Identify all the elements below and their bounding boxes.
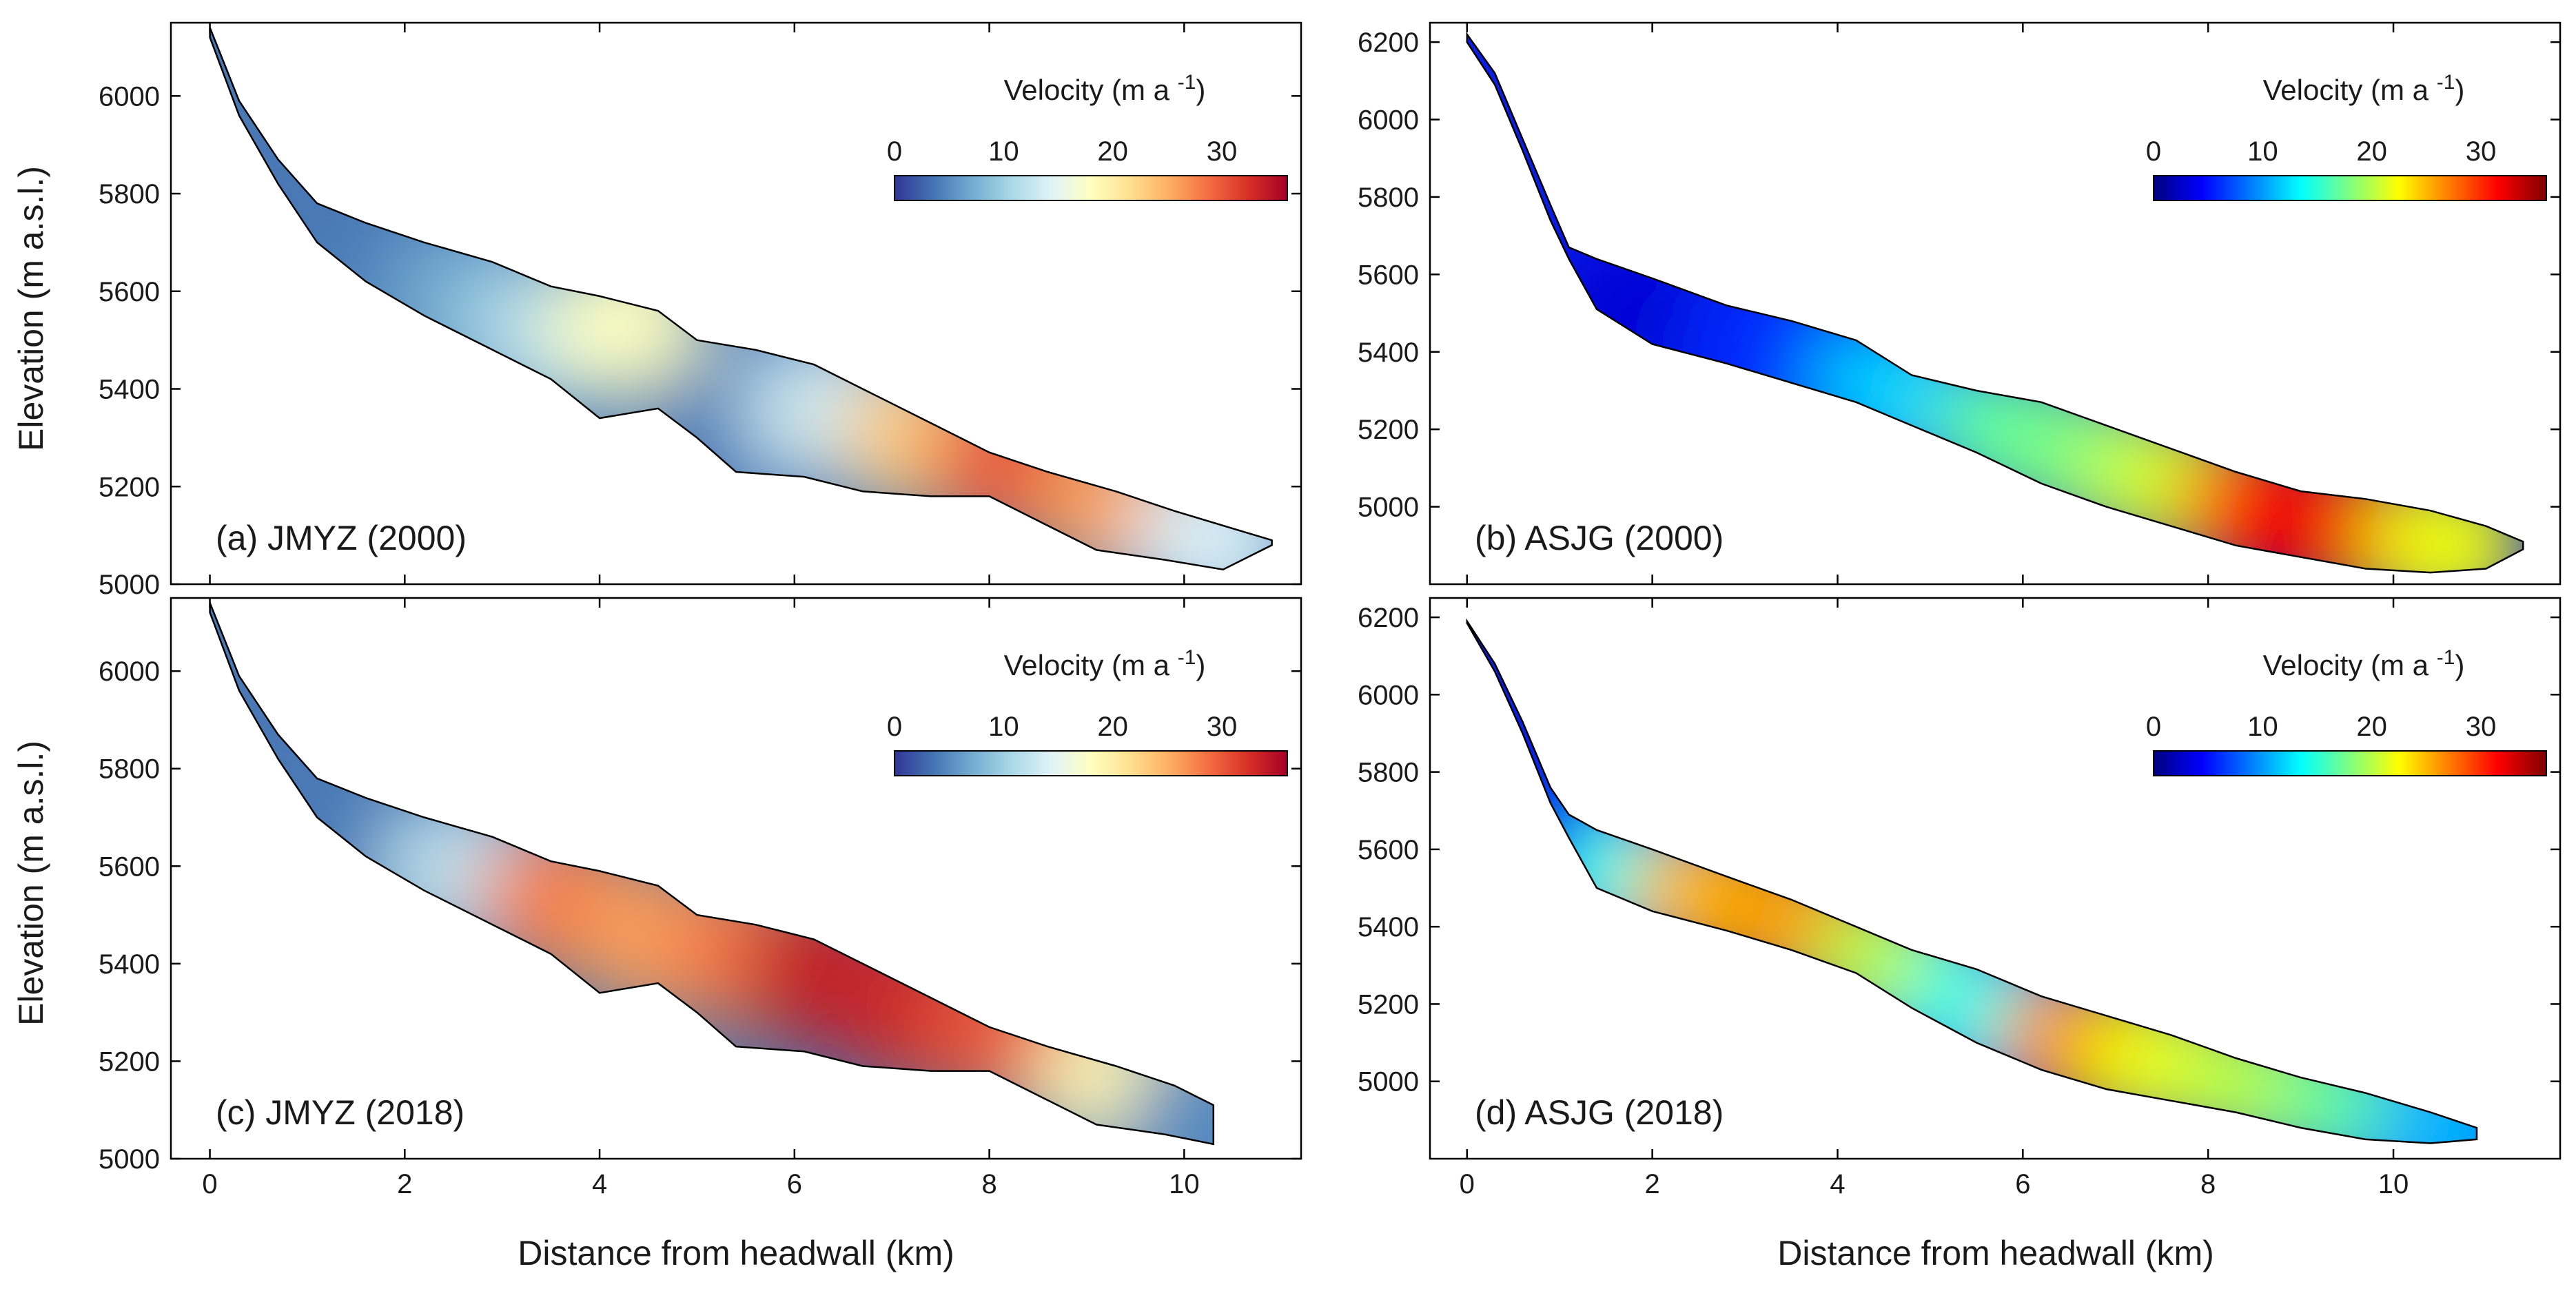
colorbar-tick-label-c: 20 xyxy=(1097,712,1128,742)
x-tick-label-c: 10 xyxy=(1169,1169,1200,1199)
y-tick-label-c: 6000 xyxy=(99,657,160,687)
y-tick-label-b: 5200 xyxy=(1358,415,1419,445)
x-tick-label-c: 0 xyxy=(202,1169,217,1199)
panel-a: 5000 5200 5400 5600 5800 6000 (a) JMYZ (2000) 0… xyxy=(99,21,1302,600)
colorbar-tick-label-b: 10 xyxy=(2247,136,2278,167)
x-tick-label-d: 2 xyxy=(1644,1169,1659,1199)
plot-area-d xyxy=(1429,597,2562,1160)
colorbar-tick-label-c: 0 xyxy=(887,712,902,742)
colorbar-tick-label-d: 0 xyxy=(2146,712,2161,742)
y-tick-label-d: 5400 xyxy=(1358,912,1419,942)
x-axis-label-left: Distance from headwall (km) xyxy=(518,1234,954,1272)
colorbar-tick-label-a: 30 xyxy=(1207,136,1238,167)
colorbar-label-b: Velocity (m a -1) xyxy=(2263,71,2465,106)
panel-title-a: (a) JMYZ (2000) xyxy=(216,519,467,557)
y-tick-label-c: 5400 xyxy=(99,949,160,980)
colorbar-tick-label-a: 10 xyxy=(988,136,1019,167)
colorbar-tick-label-d: 20 xyxy=(2356,712,2387,742)
x-tick-label-d: 6 xyxy=(2015,1169,2030,1199)
colorbar-tick-label-b: 0 xyxy=(2146,136,2161,167)
colorbar-tick-label-b: 30 xyxy=(2466,136,2497,167)
colorbar-a xyxy=(894,175,1288,201)
y-axis-label-top: Elevation (m a.s.l.) xyxy=(12,166,50,451)
colorbar-b xyxy=(2153,175,2547,201)
y-axis-label-bottom: Elevation (m a.s.l.) xyxy=(12,741,50,1026)
colorbar-tick-label-a: 20 xyxy=(1097,136,1128,167)
colorbar-label-d: Velocity (m a -1) xyxy=(2263,646,2465,681)
y-tick-label-a: 5200 xyxy=(99,472,160,502)
glacier-outline-b xyxy=(1466,32,2524,574)
colorbar-tick-label-c: 30 xyxy=(1207,712,1238,742)
colorbar-c xyxy=(894,750,1288,776)
colorbar-label-a: Velocity (m a -1) xyxy=(1004,71,1206,106)
glacier-outline-d xyxy=(1466,618,2478,1144)
y-tick-label-d: 5000 xyxy=(1358,1067,1419,1097)
x-tick-label-d: 10 xyxy=(2378,1169,2409,1199)
y-tick-label-b: 5400 xyxy=(1358,338,1419,368)
colorbar-tick-label-a: 0 xyxy=(887,136,902,167)
x-tick-label-d: 8 xyxy=(2200,1169,2216,1199)
y-tick-label-c: 5000 xyxy=(99,1144,160,1175)
velocity-hotspot-c-9 xyxy=(1121,1049,1214,1144)
x-tick-label-c: 4 xyxy=(592,1169,607,1199)
panel-c: 0 2 4 6 8 10 5000 5200 5400 5600 5800 6000 (c) JMYZ … xyxy=(99,597,1302,1199)
panel-title-c: (c) JMYZ (2018) xyxy=(216,1093,464,1132)
y-tick-label-b: 6200 xyxy=(1358,28,1419,58)
y-tick-label-a: 5000 xyxy=(99,570,160,600)
y-tick-label-d: 5800 xyxy=(1358,758,1419,788)
panel-b: 5000 5200 5400 5600 5800 6000 6200 (b) ASJG (20… xyxy=(1358,21,2562,586)
x-tick-label-d: 4 xyxy=(1830,1169,1845,1199)
x-tick-label-c: 6 xyxy=(787,1169,802,1199)
y-tick-label-a: 5600 xyxy=(99,277,160,307)
colorbar-tick-label-d: 30 xyxy=(2466,712,2497,742)
panel-title-b: (b) ASJG (2000) xyxy=(1475,519,1724,557)
x-tick-label-c: 2 xyxy=(397,1169,412,1199)
x-tick-label-d: 0 xyxy=(1460,1169,1475,1199)
y-tick-label-c: 5200 xyxy=(99,1046,160,1077)
y-tick-label-d: 6200 xyxy=(1358,603,1419,633)
y-tick-label-b: 5000 xyxy=(1358,493,1419,523)
y-tick-label-b: 6000 xyxy=(1358,105,1419,136)
glacier-outline-c xyxy=(209,602,1215,1146)
colorbar-tick-label-b: 20 xyxy=(2356,136,2387,167)
y-tick-label-a: 5800 xyxy=(99,179,160,209)
y-tick-label-c: 5600 xyxy=(99,851,160,882)
glacier-outline-a xyxy=(209,27,1273,570)
x-tick-label-c: 8 xyxy=(981,1169,996,1199)
colorbar-tick-label-c: 10 xyxy=(988,712,1019,742)
colorbar-d xyxy=(2153,750,2547,776)
y-tick-label-d: 6000 xyxy=(1358,680,1419,710)
y-tick-label-a: 5400 xyxy=(99,375,160,405)
colorbar-tick-label-d: 10 xyxy=(2247,712,2278,742)
y-tick-label-a: 6000 xyxy=(99,81,160,112)
y-tick-label-b: 5600 xyxy=(1358,260,1419,290)
y-tick-label-d: 5600 xyxy=(1358,835,1419,865)
panel-title-d: (d) ASJG (2018) xyxy=(1475,1093,1724,1132)
y-tick-label-b: 5800 xyxy=(1358,183,1419,213)
y-tick-label-c: 5800 xyxy=(99,754,160,785)
x-axis-label-right: Distance from headwall (km) xyxy=(1777,1234,2214,1272)
colorbar-label-c: Velocity (m a -1) xyxy=(1004,646,1206,681)
y-tick-label-d: 5200 xyxy=(1358,989,1419,1020)
panel-d: 0 2 4 6 8 10 5000 5200 5400 5600 5800 6000 6200 (d) A… xyxy=(1358,597,2562,1199)
